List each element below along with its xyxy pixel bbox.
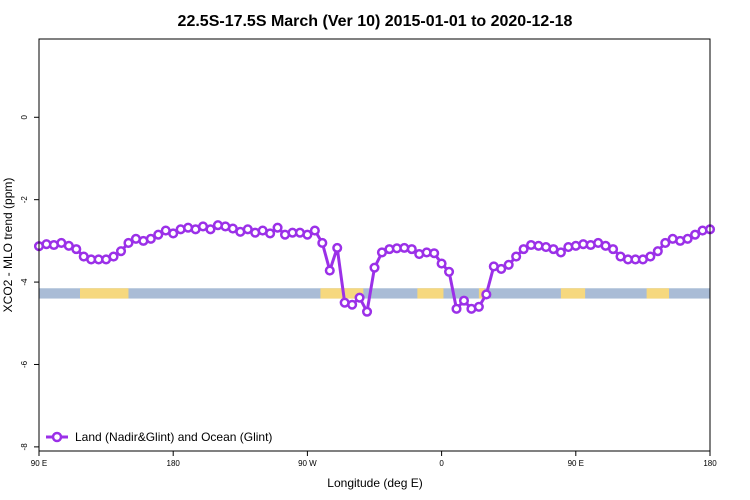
data-point <box>272 222 283 233</box>
data-point <box>145 233 156 244</box>
data-point <box>168 228 179 239</box>
data-point <box>660 237 671 248</box>
data-point <box>309 225 320 236</box>
data-point <box>451 303 462 314</box>
data-point <box>458 295 470 306</box>
data-point <box>555 247 566 258</box>
data-point <box>153 229 164 240</box>
x-tick-label: 180 <box>167 459 181 468</box>
land-band <box>646 288 669 299</box>
data-point <box>205 224 216 235</box>
y-tick-label: -2 <box>20 196 29 204</box>
land-band <box>560 288 586 299</box>
plot-frame <box>38 38 711 452</box>
y-axis: 0 -2 -4 -6 -8 <box>20 115 39 451</box>
data-point <box>518 244 529 255</box>
x-tick-label: 90 E <box>31 459 47 468</box>
x-axis-label: Longitude (deg E) <box>327 476 422 490</box>
data-point <box>302 229 313 240</box>
data-point <box>324 265 335 276</box>
land-band <box>417 288 444 299</box>
data-point <box>608 244 619 255</box>
legend: Land (Nadir&Glint) and Ocean (Glint) <box>46 430 272 444</box>
y-tick-label: -8 <box>20 443 29 451</box>
land-band <box>80 288 129 299</box>
data-point <box>361 306 373 317</box>
data-point <box>115 246 127 257</box>
x-tick-label: 0 <box>439 459 444 468</box>
data-point <box>645 251 656 262</box>
data-point <box>436 258 447 269</box>
x-tick-label: 90 W <box>298 459 317 468</box>
data-point <box>265 228 276 239</box>
data-point <box>123 237 134 248</box>
y-tick-label: -4 <box>20 278 29 286</box>
ocean-band <box>39 288 710 299</box>
data-point <box>444 266 455 277</box>
land-band <box>320 288 364 299</box>
data-point <box>71 244 82 255</box>
data-point <box>317 237 328 248</box>
chart-title: 22.5S-17.5S March (Ver 10) 2015-01-01 to… <box>178 13 573 30</box>
y-tick-label: -6 <box>20 360 29 368</box>
x-tick-label: 90 E <box>568 459 584 468</box>
y-axis-label: XCO2 - MLO trend (ppm) <box>1 178 15 313</box>
data-point <box>652 246 663 257</box>
surface-band <box>39 288 710 299</box>
series-layer <box>33 220 716 317</box>
data-point <box>108 251 119 262</box>
data-point <box>406 244 417 255</box>
data-point <box>354 292 365 303</box>
data-point <box>347 299 358 310</box>
legend-label: Land (Nadir&Glint) and Ocean (Glint) <box>75 430 272 444</box>
data-point <box>690 229 701 240</box>
legend-marker <box>51 431 63 443</box>
data-point <box>369 262 380 273</box>
data-point <box>473 301 484 312</box>
x-axis: 90 E 180 90 W 0 90 E 180 <box>31 451 717 468</box>
data-point <box>503 259 514 270</box>
data-point <box>511 251 522 262</box>
data-point <box>332 242 343 253</box>
data-point <box>682 233 693 244</box>
data-point <box>496 263 507 274</box>
data-point <box>429 248 440 259</box>
x-tick-label: 180 <box>703 459 717 468</box>
y-tick-label: 0 <box>20 115 29 120</box>
data-point <box>481 289 492 300</box>
